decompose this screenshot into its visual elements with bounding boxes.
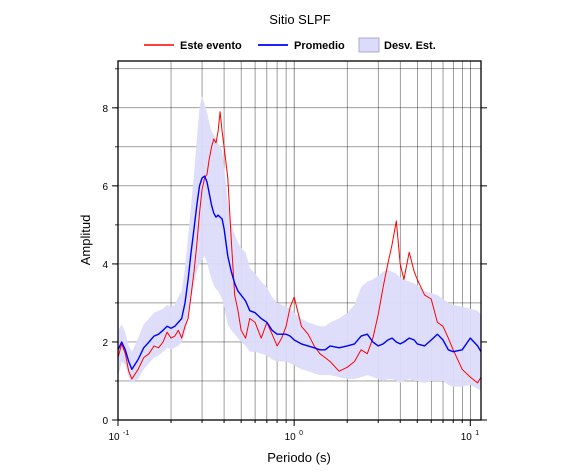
y-tick-label: 6 — [102, 182, 108, 193]
legend-mean-label: Promedio — [294, 40, 345, 52]
mean-series-line — [117, 175, 482, 370]
y-tick-label: 4 — [102, 260, 108, 271]
legend-event-label: Este evento — [180, 40, 242, 52]
chart-title: Sitio SLPF — [269, 12, 330, 27]
x-tick-exponent: 1 — [475, 430, 479, 437]
x-tick-exponent: 0 — [299, 430, 303, 437]
x-axis-label: Periodo (s) — [267, 450, 331, 465]
event-series-line — [117, 111, 482, 384]
y-tick-label: 2 — [102, 338, 108, 349]
plot-frame — [117, 60, 482, 421]
x-tick-exponent: -1 — [123, 430, 129, 437]
y-axis-label: Amplitud — [78, 215, 93, 266]
y-tick-label: 0 — [102, 416, 108, 427]
legend-std-label: Desv. Est. — [384, 40, 436, 52]
legend-std-swatch — [358, 37, 380, 53]
x-tick-label: 10 — [108, 432, 120, 443]
x-tick-label: 10 — [285, 432, 297, 443]
legend: Este evento Promedio Desv. Est. — [144, 37, 436, 53]
std-band — [118, 96, 481, 391]
y-tick-label: 8 — [102, 104, 108, 115]
x-tick-label: 10 — [461, 432, 473, 443]
std-band-area — [118, 96, 481, 391]
series-lines — [117, 111, 482, 384]
